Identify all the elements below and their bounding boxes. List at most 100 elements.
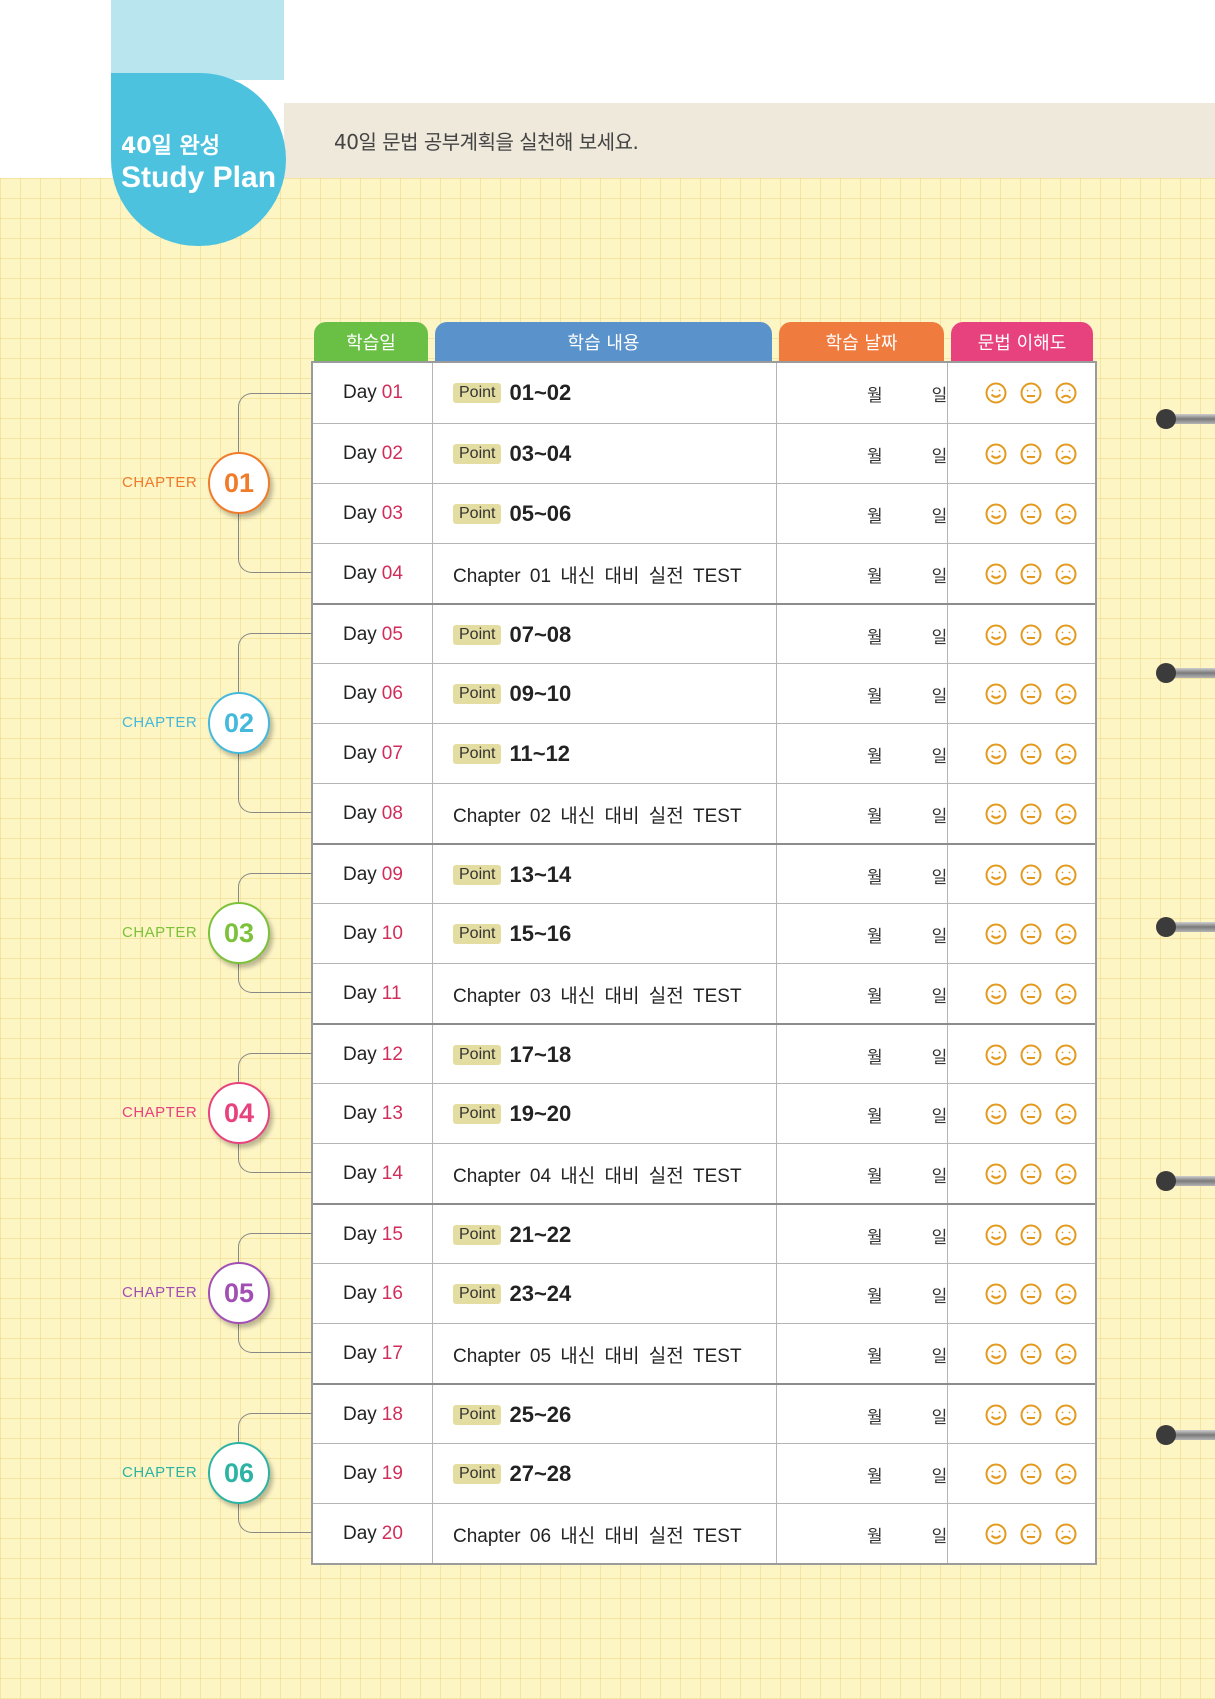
neutral-face-icon[interactable] <box>1020 1103 1042 1125</box>
sad-face-icon[interactable] <box>1055 983 1077 1005</box>
neutral-face-icon[interactable] <box>1020 683 1042 705</box>
neutral-face-icon[interactable] <box>1020 503 1042 525</box>
neutral-face-icon[interactable] <box>1020 923 1042 945</box>
day-number: 12 <box>381 1044 403 1065</box>
neutral-face-icon[interactable] <box>1020 382 1042 404</box>
neutral-face-icon[interactable] <box>1020 1224 1042 1246</box>
month-label: 월 <box>867 385 883 406</box>
day-cell: Day 04 <box>343 544 403 604</box>
happy-face-icon[interactable] <box>985 1283 1007 1305</box>
neutral-face-icon[interactable] <box>1020 563 1042 585</box>
neutral-face-icon[interactable] <box>1020 983 1042 1005</box>
sad-face-icon[interactable] <box>1055 1523 1077 1545</box>
sad-face-icon[interactable] <box>1055 503 1077 525</box>
neutral-face-icon[interactable] <box>1020 1044 1042 1066</box>
neutral-face-icon[interactable] <box>1020 624 1042 646</box>
happy-face-icon[interactable] <box>985 443 1007 465</box>
sad-face-icon[interactable] <box>1055 923 1077 945</box>
happy-face-icon[interactable] <box>985 683 1007 705</box>
happy-face-icon[interactable] <box>985 1224 1007 1246</box>
happy-face-icon[interactable] <box>985 923 1007 945</box>
happy-face-icon[interactable] <box>985 1103 1007 1125</box>
sad-face-icon[interactable] <box>1055 382 1077 404</box>
content-cell: Chapter 03 내신 대비 실전 TEST <box>453 964 742 1024</box>
sad-face-icon[interactable] <box>1055 1224 1077 1246</box>
day-label: 일 <box>931 1466 948 1487</box>
happy-face-icon[interactable] <box>985 1163 1007 1185</box>
happy-face-icon[interactable] <box>985 1463 1007 1485</box>
sad-face-icon[interactable] <box>1055 1163 1077 1185</box>
neutral-face-icon[interactable] <box>1020 743 1042 765</box>
happy-face-icon[interactable] <box>985 743 1007 765</box>
sad-face-icon[interactable] <box>1055 563 1077 585</box>
happy-face-icon[interactable] <box>985 563 1007 585</box>
neutral-face-icon[interactable] <box>1020 1283 1042 1305</box>
happy-face-icon[interactable] <box>985 382 1007 404</box>
sad-face-icon[interactable] <box>1055 743 1077 765</box>
happy-face-icon[interactable] <box>985 1523 1007 1545</box>
neutral-face-icon[interactable] <box>1020 1343 1042 1365</box>
table-row: Day 06 Point 09~10 월 일 <box>313 663 1095 723</box>
happy-face-icon[interactable] <box>985 1044 1007 1066</box>
sad-face-icon[interactable] <box>1055 443 1077 465</box>
happy-face-icon[interactable] <box>985 803 1007 825</box>
neutral-face-icon[interactable] <box>1020 1463 1042 1485</box>
happy-face-icon[interactable] <box>985 503 1007 525</box>
day-prefix: Day <box>343 624 377 645</box>
sad-face-icon[interactable] <box>1055 1343 1077 1365</box>
neutral-face-icon[interactable] <box>1020 1163 1042 1185</box>
sad-face-icon[interactable] <box>1055 683 1077 705</box>
sad-face-icon[interactable] <box>1055 1044 1077 1066</box>
day-cell: Day 02 <box>343 424 403 484</box>
day-number: 17 <box>381 1343 403 1364</box>
neutral-face-icon[interactable] <box>1020 443 1042 465</box>
sad-face-icon[interactable] <box>1055 1283 1077 1305</box>
happy-face-icon[interactable] <box>985 864 1007 886</box>
understanding-cell <box>973 484 1077 544</box>
happy-face-icon[interactable] <box>985 983 1007 1005</box>
day-number: 02 <box>381 443 403 464</box>
sad-face-icon[interactable] <box>1055 1404 1077 1426</box>
point-badge: Point <box>453 1284 502 1304</box>
content-cell: Chapter 01 내신 대비 실전 TEST <box>453 544 742 604</box>
sad-face-icon[interactable] <box>1055 1463 1077 1485</box>
chapter-test-label: Chapter 01 내신 대비 실전 TEST <box>453 565 742 587</box>
day-number: 18 <box>381 1404 403 1425</box>
day-cell: Day 12 <box>343 1025 403 1085</box>
neutral-face-icon[interactable] <box>1020 864 1042 886</box>
binder-ring-icon <box>1155 916 1215 938</box>
content-cell: Point 19~20 <box>453 1084 571 1144</box>
neutral-face-icon[interactable] <box>1020 1404 1042 1426</box>
neutral-face-icon[interactable] <box>1020 1523 1042 1545</box>
sad-face-icon[interactable] <box>1055 624 1077 646</box>
sad-face-icon[interactable] <box>1055 803 1077 825</box>
month-label: 월 <box>867 566 883 587</box>
month-label: 월 <box>867 926 883 947</box>
sad-face-icon[interactable] <box>1055 864 1077 886</box>
happy-face-icon[interactable] <box>985 1343 1007 1365</box>
sad-face-icon[interactable] <box>1055 1103 1077 1125</box>
happy-face-icon[interactable] <box>985 624 1007 646</box>
happy-face-icon[interactable] <box>985 1404 1007 1426</box>
neutral-face-icon[interactable] <box>1020 803 1042 825</box>
